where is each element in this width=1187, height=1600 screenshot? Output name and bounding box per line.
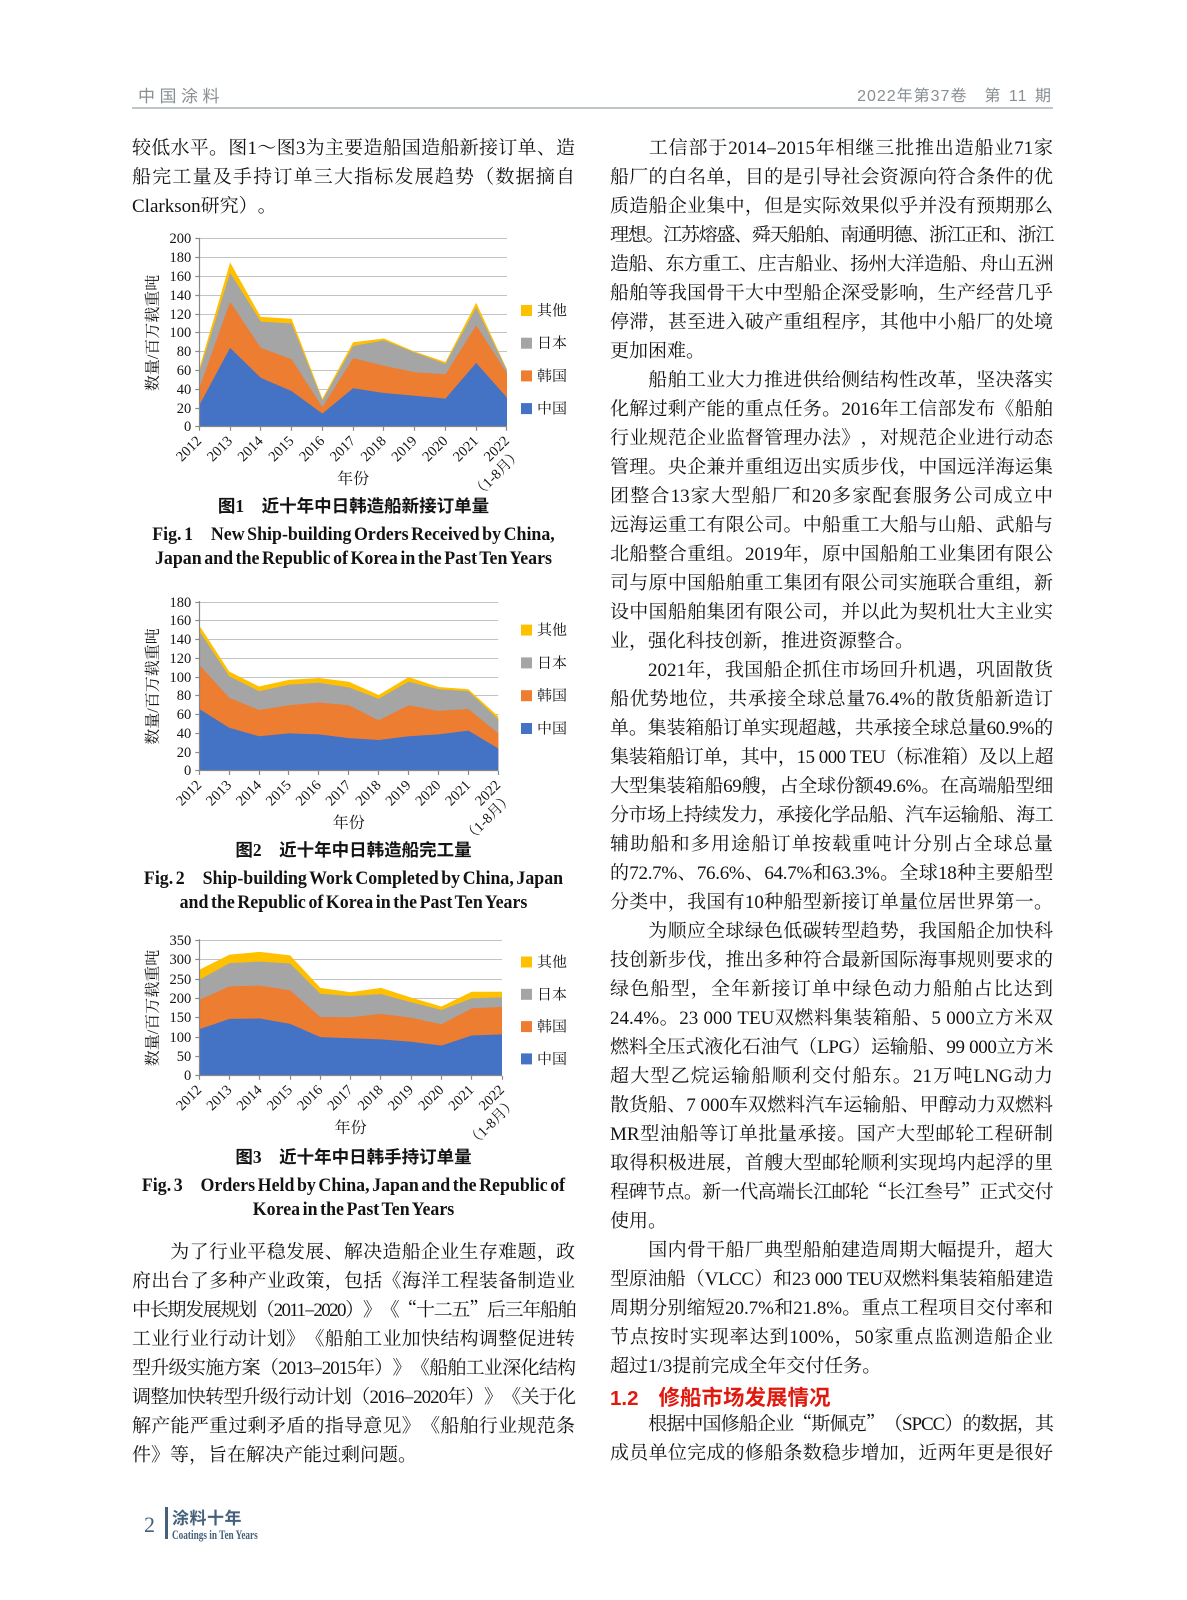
svg-text:0: 0: [184, 415, 191, 436]
svg-text:2017: 2017: [320, 775, 355, 810]
svg-text:2012: 2012: [170, 430, 205, 465]
svg-text:2017: 2017: [322, 1079, 357, 1114]
svg-text:中国: 中国: [537, 398, 567, 419]
svg-text:数量/百万载重吨: 数量/百万载重吨: [140, 950, 163, 1066]
svg-text:50: 50: [177, 1045, 192, 1066]
svg-text:200: 200: [170, 227, 192, 248]
svg-text:60: 60: [177, 703, 192, 724]
svg-text:2018: 2018: [352, 1079, 387, 1114]
svg-text:2015: 2015: [263, 430, 298, 465]
svg-text:2018: 2018: [350, 775, 385, 810]
svg-text:2019: 2019: [380, 775, 415, 810]
svg-text:2014: 2014: [232, 430, 268, 466]
svg-text:2019: 2019: [386, 430, 421, 465]
svg-text:2013: 2013: [201, 430, 236, 465]
svg-text:中国: 中国: [537, 718, 567, 739]
svg-text:年份: 年份: [337, 466, 369, 489]
svg-text:2012: 2012: [170, 1079, 205, 1114]
svg-text:2018: 2018: [355, 430, 390, 465]
svg-text:140: 140: [170, 628, 192, 649]
svg-text:2016: 2016: [294, 430, 329, 465]
svg-text:40: 40: [177, 722, 192, 743]
svg-text:2021: 2021: [440, 775, 475, 810]
svg-text:日本: 日本: [537, 652, 567, 673]
svg-text:2017: 2017: [324, 430, 359, 465]
svg-text:2021: 2021: [443, 1079, 478, 1114]
svg-text:0: 0: [184, 759, 191, 780]
svg-text:160: 160: [170, 265, 192, 286]
svg-text:80: 80: [177, 684, 192, 705]
svg-text:150: 150: [170, 1006, 192, 1027]
svg-text:2016: 2016: [290, 775, 325, 810]
svg-text:250: 250: [170, 968, 192, 989]
svg-text:120: 120: [170, 303, 192, 324]
svg-text:其他: 其他: [537, 951, 567, 972]
svg-text:中国: 中国: [537, 1048, 567, 1069]
svg-text:2012: 2012: [170, 775, 205, 810]
svg-text:180: 180: [170, 591, 192, 612]
svg-text:0: 0: [184, 1064, 191, 1085]
svg-text:其他: 其他: [537, 300, 567, 321]
svg-text:100: 100: [170, 321, 192, 342]
svg-text:300: 300: [170, 948, 192, 969]
svg-text:年份: 年份: [335, 1115, 367, 1138]
svg-text:140: 140: [170, 284, 192, 305]
svg-text:350: 350: [170, 929, 192, 950]
svg-text:2021: 2021: [447, 430, 482, 465]
svg-text:2014: 2014: [231, 1079, 267, 1115]
svg-text:2016: 2016: [292, 1079, 327, 1114]
svg-text:2014: 2014: [230, 774, 266, 810]
svg-text:韩国: 韩国: [537, 1016, 567, 1037]
svg-text:数量/百万载重吨: 数量/百万载重吨: [140, 628, 163, 744]
svg-text:2015: 2015: [260, 775, 295, 810]
svg-text:2020: 2020: [410, 775, 445, 810]
svg-text:160: 160: [170, 609, 192, 630]
svg-text:60: 60: [177, 359, 192, 380]
svg-text:2019: 2019: [382, 1079, 417, 1114]
svg-text:其他: 其他: [537, 619, 567, 640]
svg-text:100: 100: [170, 666, 192, 687]
svg-text:2013: 2013: [200, 775, 235, 810]
svg-text:2020: 2020: [413, 1079, 448, 1114]
svg-text:20: 20: [177, 397, 192, 418]
svg-text:韩国: 韩国: [537, 685, 567, 706]
svg-text:40: 40: [177, 378, 192, 399]
svg-text:200: 200: [170, 987, 192, 1008]
svg-text:2020: 2020: [417, 430, 452, 465]
svg-text:100: 100: [170, 1026, 192, 1047]
svg-text:韩国: 韩国: [537, 365, 567, 386]
svg-text:80: 80: [177, 340, 192, 361]
svg-text:日本: 日本: [537, 983, 567, 1004]
svg-text:日本: 日本: [537, 332, 567, 353]
svg-text:数量/百万载重吨: 数量/百万载重吨: [140, 275, 163, 391]
svg-text:2015: 2015: [261, 1079, 296, 1114]
svg-text:20: 20: [177, 741, 192, 762]
svg-text:180: 180: [170, 246, 192, 267]
svg-text:年份: 年份: [333, 810, 365, 833]
svg-text:120: 120: [170, 647, 192, 668]
svg-text:2013: 2013: [201, 1079, 236, 1114]
